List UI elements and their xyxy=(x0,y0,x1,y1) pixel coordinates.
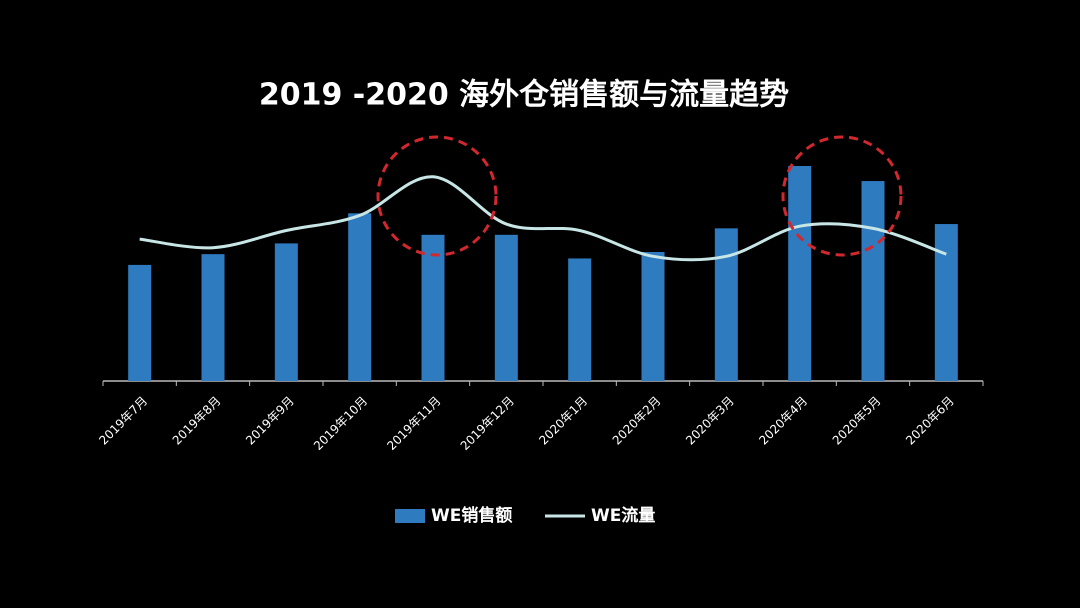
bar xyxy=(421,234,445,381)
bar xyxy=(568,258,592,381)
line xyxy=(139,175,947,262)
bar xyxy=(861,181,885,381)
bar xyxy=(641,252,665,381)
bar xyxy=(274,243,298,381)
bar xyxy=(348,213,372,381)
highlight-circle xyxy=(376,135,498,257)
bar xyxy=(201,254,225,381)
bar xyxy=(788,166,812,381)
legend: WE销售额 WE流量 xyxy=(395,505,655,526)
highlight-circle xyxy=(781,135,903,257)
bar xyxy=(714,228,738,381)
bar xyxy=(494,234,518,381)
bar xyxy=(934,224,958,381)
legend-swatch xyxy=(395,509,425,523)
legend-label: WE销售额 xyxy=(431,505,512,526)
legend-label: WE流量 xyxy=(591,505,655,526)
chart-title: 2019 -2020 海外仓销售额与流量趋势 xyxy=(259,78,789,113)
bar xyxy=(128,264,152,381)
